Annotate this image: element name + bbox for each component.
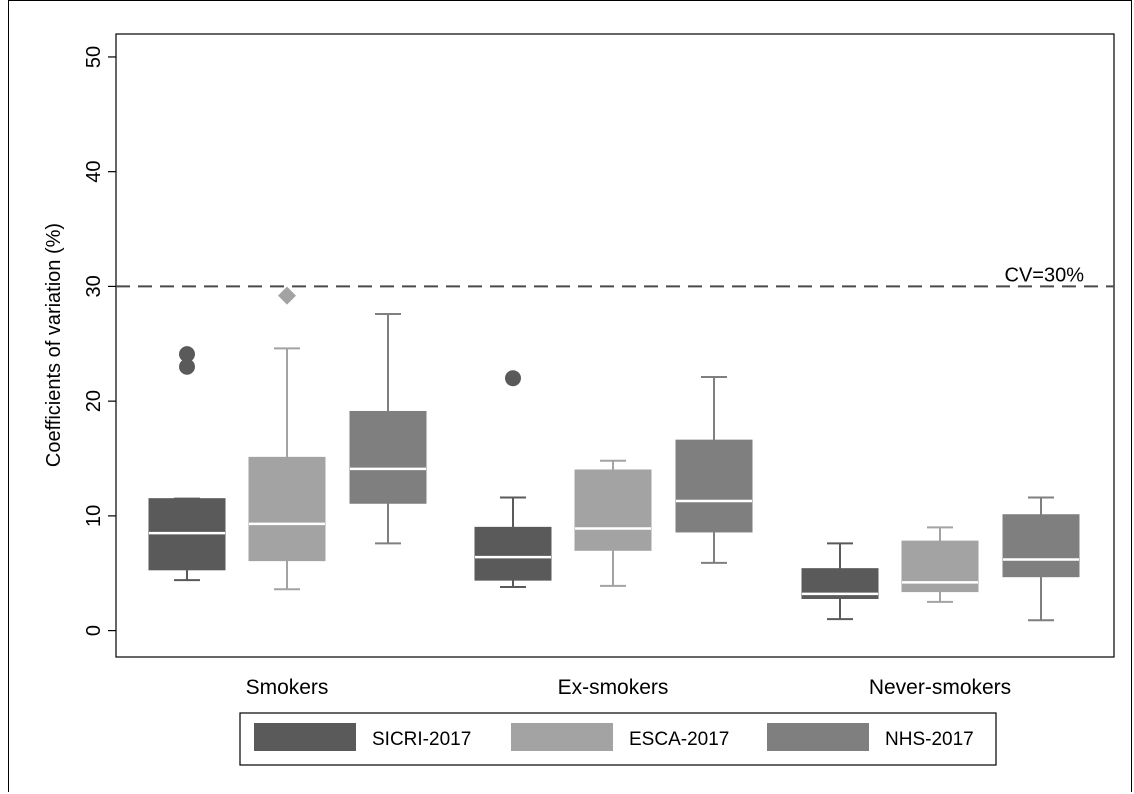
x-category-label: Ex-smokers — [558, 676, 669, 699]
y-tick-label: 50 — [83, 46, 105, 68]
box-sicri-2017 — [474, 370, 552, 589]
box-iqr — [675, 439, 753, 533]
box-sicri-2017 — [148, 346, 226, 582]
box-nhs-2017 — [675, 376, 753, 564]
legend-swatch-nhs-2017 — [767, 723, 869, 751]
legend-label: SICRI-2017 — [372, 729, 471, 750]
box-iqr — [574, 469, 652, 551]
legend-swatch-esca-2017 — [511, 723, 613, 751]
box-iqr — [474, 526, 552, 581]
reference-line-label: CV=30% — [1005, 264, 1085, 286]
box-esca-2017 — [248, 286, 326, 591]
box-esca-2017 — [574, 459, 652, 587]
outlier-point — [278, 286, 296, 305]
box-iqr — [248, 456, 326, 562]
box-iqr — [1002, 514, 1080, 578]
legend-border — [239, 712, 997, 766]
box-iqr — [901, 540, 979, 593]
outlier-point — [179, 346, 195, 363]
y-tick-label: 0 — [83, 625, 105, 636]
y-tick-label: 40 — [83, 161, 105, 183]
outlier-point — [179, 358, 195, 375]
x-category-label: Never-smokers — [869, 676, 1011, 699]
legend-label: ESCA-2017 — [629, 729, 729, 750]
figure-frame — [8, 0, 1132, 792]
x-category-label: Smokers — [246, 676, 329, 699]
y-tick-label: 30 — [83, 275, 105, 297]
y-axis-title: Coefficients of variation (%) — [43, 223, 65, 467]
plot-area — [115, 33, 1115, 658]
y-tick-label: 10 — [83, 505, 105, 527]
box-esca-2017 — [901, 526, 979, 603]
outlier-point — [505, 370, 521, 387]
box-nhs-2017 — [1002, 496, 1080, 622]
box-sicri-2017 — [801, 542, 879, 621]
box-nhs-2017 — [349, 312, 427, 545]
legend-label: NHS-2017 — [885, 729, 974, 750]
legend-swatch-sicri-2017 — [254, 723, 356, 751]
y-tick-label: 20 — [83, 390, 105, 412]
box-iqr — [349, 410, 427, 504]
legend: SICRI-2017 ESCA-2017 NHS-2017 — [239, 712, 997, 766]
